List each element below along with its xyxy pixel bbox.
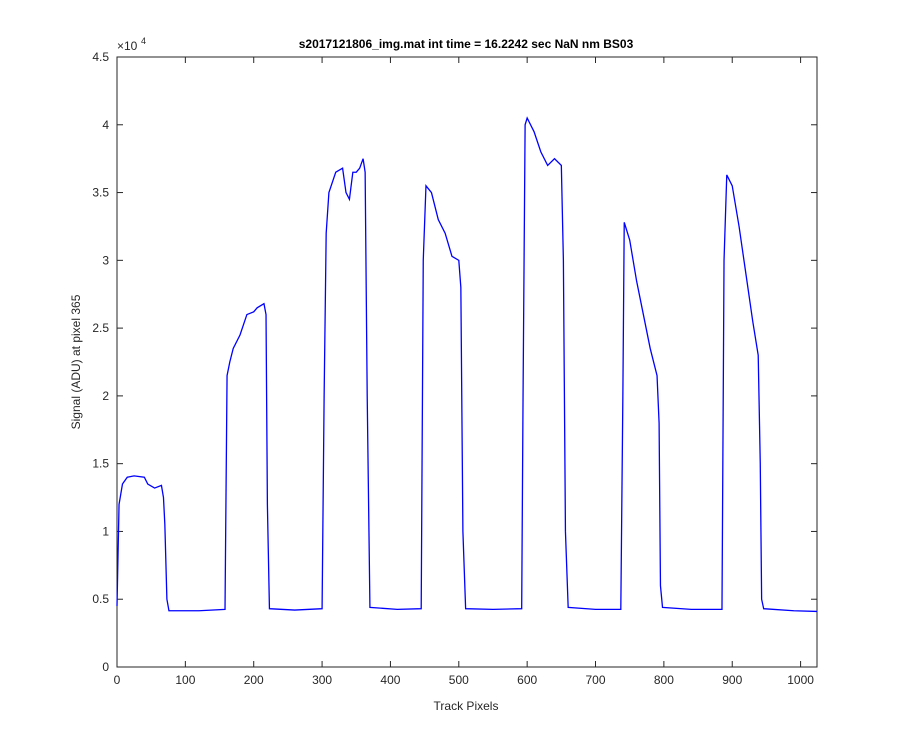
x-tick-label: 400 bbox=[380, 673, 400, 687]
x-tick-label: 800 bbox=[654, 673, 674, 687]
y-exponent-base: ×10 bbox=[117, 39, 138, 53]
x-tick-label: 700 bbox=[586, 673, 606, 687]
x-tick-label: 500 bbox=[449, 673, 469, 687]
y-tick-label: 4 bbox=[102, 118, 109, 132]
x-tick-label: 0 bbox=[114, 673, 121, 687]
y-tick-label: 0 bbox=[102, 660, 109, 674]
y-tick-label: 1 bbox=[102, 524, 109, 538]
y-tick-label: 0.5 bbox=[92, 592, 109, 606]
y-tick-label: 3 bbox=[102, 253, 109, 267]
x-tick-label: 100 bbox=[175, 673, 195, 687]
chart-title: s2017121806_img.mat int time = 16.2242 s… bbox=[299, 37, 634, 51]
y-tick-label: 2.5 bbox=[92, 321, 109, 335]
y-tick-label: 2 bbox=[102, 389, 109, 403]
x-tick-label: 300 bbox=[312, 673, 332, 687]
x-axis-label: Track Pixels bbox=[434, 699, 499, 713]
y-axis-label: Signal (ADU) at pixel 365 bbox=[69, 294, 83, 429]
y-tick-label: 3.5 bbox=[92, 186, 109, 200]
x-tick-label: 900 bbox=[722, 673, 742, 687]
data-line bbox=[116, 116, 818, 613]
y-exponent-power: 4 bbox=[141, 36, 146, 46]
x-tick-label: 200 bbox=[244, 673, 264, 687]
y-tick-label: 1.5 bbox=[92, 457, 109, 471]
plot-frame bbox=[116, 56, 818, 668]
y-tick-label: 4.5 bbox=[92, 50, 109, 64]
x-tick-label: 1000 bbox=[787, 673, 814, 687]
x-tick-label: 600 bbox=[517, 673, 537, 687]
